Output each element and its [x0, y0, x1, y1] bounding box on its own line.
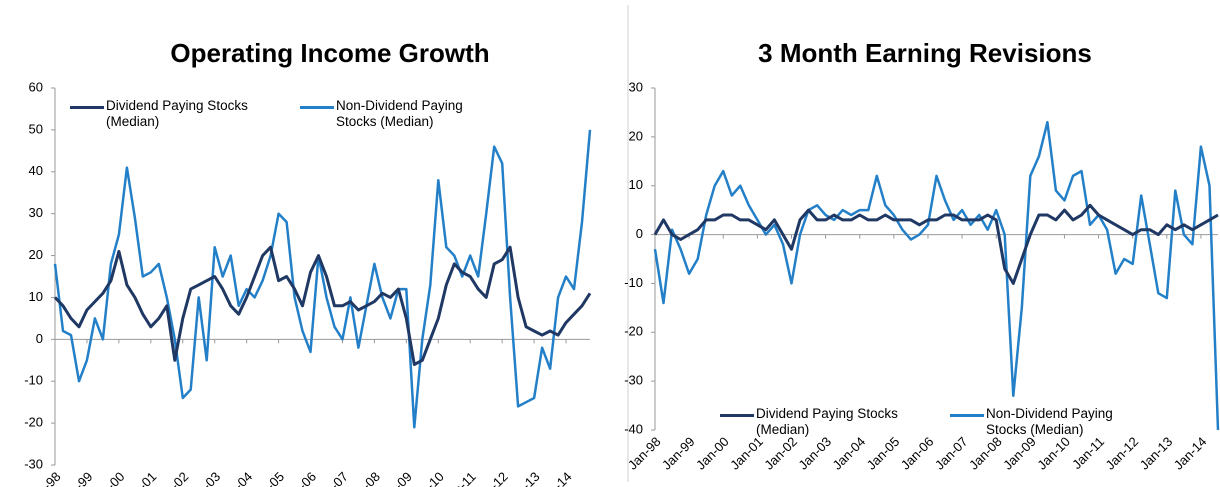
- y-tick-label: 0: [36, 331, 43, 346]
- x-tick-label: Jan-13: [1137, 434, 1176, 473]
- x-tick-label: Jan-11: [441, 469, 479, 487]
- x-tick-label: Jan-11: [1069, 434, 1107, 472]
- x-tick-label: Jan-07: [312, 469, 351, 487]
- legend-entry: Dividend Paying Stocks (Median): [720, 406, 920, 438]
- y-tick-label: 20: [29, 247, 43, 262]
- legend-entry: Non-Dividend Paying Stocks (Median): [300, 98, 500, 130]
- x-tick-label: Jan-13: [504, 469, 543, 487]
- line-series: [653, 120, 1220, 431]
- x-tick-label: Jan-09: [1000, 434, 1039, 473]
- y-tick-label: -40: [624, 421, 643, 436]
- y-tick-label: 20: [629, 128, 643, 143]
- y-tick-label: 0: [636, 226, 643, 241]
- x-tick-label: Jan-98: [25, 469, 64, 487]
- x-tick-label: Jan-99: [57, 469, 96, 487]
- y-tick-label: 10: [29, 289, 43, 304]
- line-series: [653, 203, 1219, 285]
- x-tick-label: Jan-07: [932, 434, 971, 473]
- x-tick-label: Jan-02: [761, 434, 800, 473]
- y-tick-label: -20: [624, 324, 643, 339]
- y-tick-label: 40: [29, 163, 43, 178]
- legend-swatch: [950, 414, 984, 417]
- x-tick-label: Jan-10: [1034, 434, 1073, 473]
- x-tick-label: Jan-06: [280, 469, 319, 487]
- x-tick-label: Jan-14: [536, 469, 575, 487]
- line-series: [53, 245, 592, 366]
- legend-swatch: [70, 106, 104, 109]
- x-tick-label: Jan-00: [89, 469, 128, 487]
- x-tick-label: Jan-99: [659, 434, 698, 473]
- legend: Dividend Paying Stocks (Median) Non-Divid…: [70, 98, 500, 130]
- y-tick-label: 30: [629, 79, 643, 94]
- chart-title: Operating Income Growth: [170, 38, 489, 68]
- x-tick-label: Jan-08: [966, 434, 1005, 473]
- x-tick-label: Jan-05: [248, 469, 287, 487]
- x-tick-label: Jan-98: [625, 434, 664, 473]
- x-tick-label: Jan-08: [344, 469, 383, 487]
- legend-label: Dividend Paying Stocks (Median): [756, 406, 898, 437]
- legend-label: Dividend Paying Stocks (Median): [106, 98, 248, 129]
- x-tick-label: Jan-04: [216, 469, 255, 487]
- y-tick-label: 30: [29, 205, 43, 220]
- legend-entry: Non-Dividend Paying Stocks (Median): [950, 406, 1150, 438]
- x-tick-label: Jan-06: [898, 434, 937, 473]
- y-tick-label: -20: [24, 415, 43, 430]
- x-tick-label: Jan-00: [693, 434, 732, 473]
- x-tick-label: Jan-03: [185, 469, 224, 487]
- x-tick-label: Jan-02: [153, 469, 192, 487]
- x-tick-label: Jan-12: [472, 469, 511, 487]
- x-tick-label: Jan-04: [830, 434, 869, 473]
- legend: Dividend Paying Stocks (Median) Non-Divid…: [720, 406, 1150, 438]
- x-tick-label: Jan-01: [727, 434, 766, 473]
- legend-label: Non-Dividend Paying Stocks (Median): [336, 98, 463, 129]
- line-series: [53, 129, 592, 429]
- legend-swatch: [300, 106, 334, 109]
- y-tick-label: 10: [629, 177, 643, 192]
- x-tick-label: Jan-14: [1171, 434, 1210, 473]
- x-tick-label: Jan-03: [795, 434, 834, 473]
- x-tick-label: Jan-01: [121, 469, 160, 487]
- x-tick-label: Jan-05: [864, 434, 903, 473]
- legend-label: Non-Dividend Paying Stocks (Median): [986, 406, 1113, 437]
- y-tick-label: -10: [24, 373, 43, 388]
- legend-swatch: [720, 414, 754, 417]
- x-tick-label: Jan-09: [376, 469, 415, 487]
- y-tick-label: -10: [624, 275, 643, 290]
- y-tick-label: -30: [624, 373, 643, 388]
- y-tick-label: 60: [29, 79, 43, 94]
- x-tick-label: Jan-10: [408, 469, 447, 487]
- chart-title: 3 Month Earning Revisions: [758, 38, 1092, 68]
- y-tick-label: 50: [29, 121, 43, 136]
- y-tick-label: -30: [24, 456, 43, 471]
- x-tick-label: Jan-12: [1103, 434, 1142, 473]
- legend-entry: Dividend Paying Stocks (Median): [70, 98, 270, 130]
